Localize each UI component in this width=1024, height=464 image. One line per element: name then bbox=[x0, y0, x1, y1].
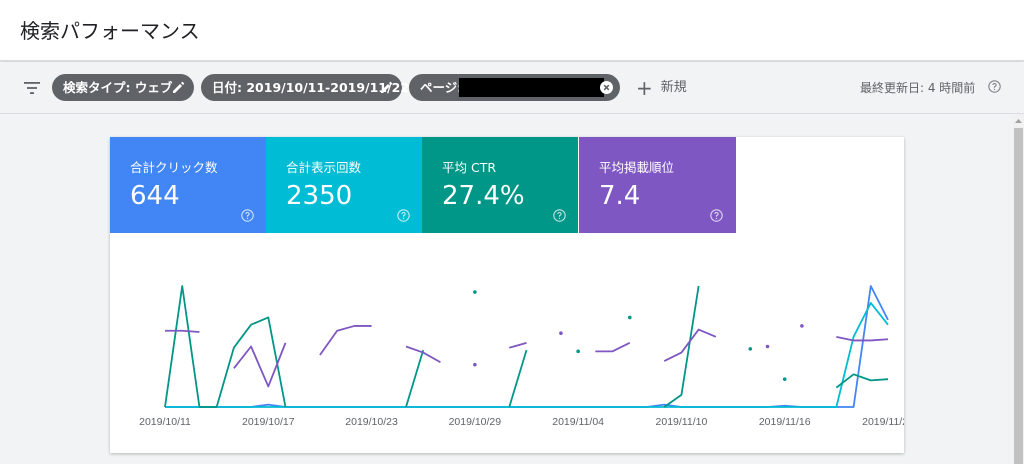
series-2-point bbox=[473, 290, 477, 294]
metric-value: 644 bbox=[130, 181, 180, 211]
performance-card: 合計クリック数 644 合計表示回数 2350 平均 CTR 27.4% 平均掲… bbox=[110, 137, 904, 453]
performance-line-chart: 2019/10/11 2019/10/17 2019/10/23 2019/10/29… bbox=[139, 285, 904, 428]
metric-label: 平均 CTR bbox=[442, 160, 497, 175]
series-3-point bbox=[559, 331, 563, 335]
chip-label: 検索タイプ: ウェブ bbox=[63, 80, 173, 95]
page-header: 検索パフォーマンス bbox=[0, 0, 1024, 61]
plus-icon: + bbox=[636, 76, 653, 100]
series-3-point bbox=[473, 362, 477, 367]
series-2-line bbox=[405, 349, 425, 408]
chip-label: 日付: 2019/10/11-2019/11/22 bbox=[212, 80, 409, 95]
series-2-line bbox=[164, 285, 287, 408]
series-2-point bbox=[782, 377, 787, 381]
filter-chip-search-type[interactable]: 検索タイプ: ウェブ bbox=[52, 74, 194, 101]
help-icon[interactable] bbox=[988, 80, 1001, 93]
help-icon[interactable] bbox=[710, 209, 723, 222]
metric-total-clicks[interactable]: 合計クリック数 644 bbox=[110, 137, 266, 233]
series-2-line bbox=[508, 349, 528, 408]
x-tick-label: 2019/10/17 bbox=[242, 416, 295, 428]
metric-label: 合計クリック数 bbox=[130, 160, 218, 175]
x-tick-label: 2019/10/11 bbox=[139, 416, 191, 428]
x-tick-label: 2019/10/23 bbox=[345, 416, 398, 428]
metric-average-ctr[interactable]: 平均 CTR 27.4% bbox=[422, 137, 578, 233]
help-icon[interactable] bbox=[553, 209, 566, 222]
x-tick-label: 2019/11/16 bbox=[759, 416, 811, 428]
series-3-line bbox=[595, 342, 631, 353]
chip-label: ページ: bbox=[420, 80, 463, 95]
series-3-point bbox=[765, 344, 770, 349]
x-tick-label: 2019/11/04 bbox=[552, 416, 604, 428]
series-2-point bbox=[576, 349, 580, 354]
metric-value: 7.4 bbox=[599, 181, 641, 211]
vertical-scrollbar[interactable] bbox=[1013, 114, 1024, 464]
series-2-line bbox=[835, 373, 889, 389]
metric-value: 2350 bbox=[286, 181, 353, 211]
help-icon[interactable] bbox=[397, 209, 410, 222]
series-3-point bbox=[800, 324, 804, 328]
help-icon[interactable] bbox=[241, 209, 254, 222]
x-tick-label: 2019/11/10 bbox=[656, 416, 708, 428]
edit-pencil-icon[interactable] bbox=[380, 81, 393, 94]
filter-toolbar: 検索タイプ: ウェブ 日付: 2019/10/11-2019/11/22 ページ… bbox=[0, 62, 1024, 114]
series-1-line bbox=[165, 302, 889, 408]
filter-icon[interactable] bbox=[22, 78, 42, 98]
edit-pencil-icon[interactable] bbox=[172, 81, 185, 94]
add-filter-label: 新規 bbox=[660, 80, 687, 95]
metric-total-impressions[interactable]: 合計表示回数 2350 bbox=[266, 137, 422, 233]
series-2-line bbox=[663, 285, 700, 408]
series-2-point bbox=[748, 347, 753, 351]
page-title: 検索パフォーマンス bbox=[20, 19, 200, 43]
metric-average-position[interactable]: 平均掲載順位 7.4 bbox=[579, 137, 736, 233]
series-3-line bbox=[319, 325, 372, 356]
metric-value: 27.4% bbox=[442, 181, 525, 211]
series-3-line bbox=[405, 345, 441, 364]
series-3-line bbox=[233, 342, 287, 388]
series-3-line bbox=[663, 328, 717, 362]
metric-label: 合計表示回数 bbox=[286, 160, 362, 175]
last-updated-text: 最終更新日: 4 時間前 bbox=[860, 81, 976, 95]
last-updated: 最終更新日: 4 時間前 bbox=[860, 79, 1001, 95]
redacted-page-url bbox=[459, 78, 604, 97]
clear-filter-icon[interactable] bbox=[600, 81, 613, 94]
x-tick-label: 2019/10/29 bbox=[449, 416, 502, 428]
scroll-up-arrow-icon[interactable] bbox=[1014, 117, 1023, 125]
metric-label: 平均掲載順位 bbox=[599, 160, 675, 175]
series-3-line bbox=[165, 329, 200, 333]
filter-chip-page[interactable]: ページ: bbox=[409, 74, 620, 101]
add-filter-button[interactable]: + 新規 bbox=[636, 75, 687, 101]
series-3-line bbox=[836, 335, 889, 342]
x-tick-label: 2019/11/22 bbox=[862, 416, 904, 428]
series-3-line bbox=[509, 342, 527, 349]
filter-chip-date[interactable]: 日付: 2019/10/11-2019/11/22 bbox=[201, 74, 409, 101]
series-2-point bbox=[627, 315, 632, 320]
scrollbar-thumb[interactable] bbox=[1014, 128, 1023, 464]
